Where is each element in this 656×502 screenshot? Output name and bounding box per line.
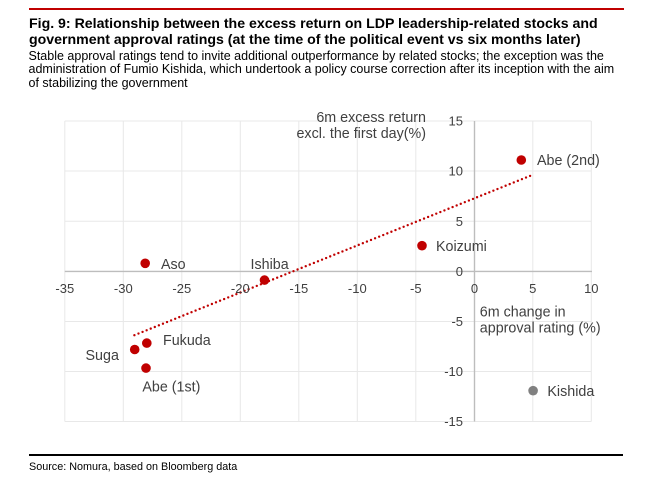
svg-text:Fukuda: Fukuda (163, 333, 211, 349)
svg-text:-5: -5 (410, 281, 422, 296)
svg-text:-20: -20 (231, 281, 250, 296)
svg-text:15: 15 (449, 114, 463, 129)
svg-text:Koizumi: Koizumi (436, 239, 487, 255)
svg-text:-5: -5 (451, 314, 463, 329)
svg-text:-10: -10 (348, 281, 367, 296)
svg-text:Abe (1st): Abe (1st) (142, 380, 200, 396)
svg-text:10: 10 (449, 164, 463, 179)
svg-text:Suga: Suga (86, 348, 119, 364)
svg-text:Abe (2nd): Abe (2nd) (537, 153, 600, 169)
svg-text:0: 0 (471, 281, 478, 296)
svg-text:approval rating (%): approval rating (%) (480, 321, 601, 337)
svg-text:Ishiba: Ishiba (251, 257, 289, 273)
svg-text:-35: -35 (55, 281, 74, 296)
svg-text:5: 5 (529, 281, 536, 296)
svg-text:Aso: Aso (161, 257, 186, 273)
svg-text:-10: -10 (444, 364, 463, 379)
svg-text:-15: -15 (444, 414, 463, 429)
svg-text:-30: -30 (114, 281, 133, 296)
svg-text:-15: -15 (289, 281, 308, 296)
svg-text:5: 5 (456, 214, 463, 229)
svg-text:10: 10 (584, 281, 598, 296)
svg-text:0: 0 (456, 264, 463, 279)
svg-text:Kishida: Kishida (547, 384, 594, 400)
svg-text:-25: -25 (172, 281, 191, 296)
svg-text:6m excess return: 6m excess return (316, 110, 426, 126)
svg-text:6m change in: 6m change in (480, 304, 566, 320)
svg-text:excl. the first day(%): excl. the first day(%) (296, 126, 426, 142)
